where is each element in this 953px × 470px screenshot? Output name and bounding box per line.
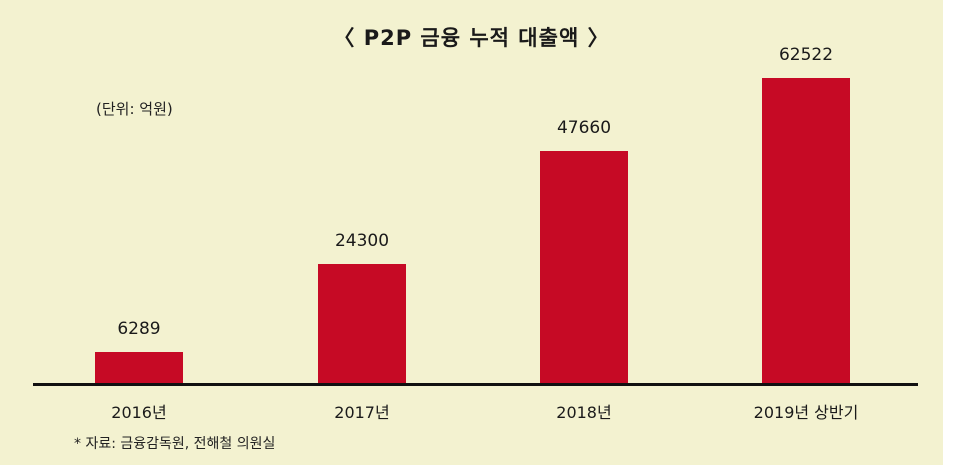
x-tick-label: 2017년 <box>334 403 390 422</box>
x-tick-label: 2018년 <box>556 403 612 422</box>
bar-0 <box>95 352 183 383</box>
chart-title: 〈 P2P 금융 누적 대출액 〉 <box>333 26 610 50</box>
chart-panel: 〈 P2P 금융 누적 대출액 〉 (단위: 억원) 6289 2016년 2430… <box>0 0 943 465</box>
source-note: * 자료: 금융감독원, 전해철 의원실 <box>74 436 276 452</box>
x-tick-label: 2019년 상반기 <box>753 403 859 422</box>
bar-value-label: 6289 <box>117 319 161 339</box>
bar-value-label: 47660 <box>556 118 612 138</box>
bar-1 <box>318 264 406 383</box>
bar-2 <box>540 151 628 383</box>
bar-value-label: 24300 <box>334 231 390 251</box>
bar-3 <box>762 78 850 383</box>
bar-value-label: 62522 <box>778 45 834 65</box>
x-tick-label: 2016년 <box>111 403 167 422</box>
unit-label: (단위: 억원) <box>96 100 173 118</box>
x-axis-baseline <box>33 383 918 386</box>
